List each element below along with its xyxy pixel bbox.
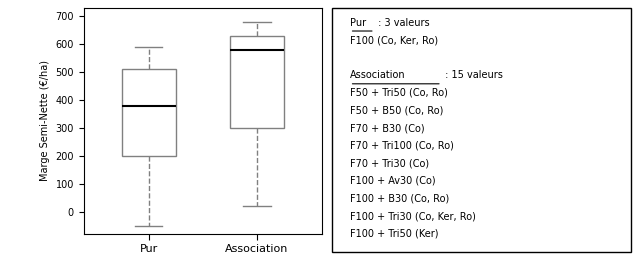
Text: F50 + Tri50 (Co, Ro): F50 + Tri50 (Co, Ro) — [350, 88, 448, 98]
Y-axis label: Marge Semi-Nette (€/ha): Marge Semi-Nette (€/ha) — [40, 60, 50, 181]
PathPatch shape — [230, 36, 284, 128]
PathPatch shape — [122, 69, 176, 156]
Text: F50 + B50 (Co, Ro): F50 + B50 (Co, Ro) — [350, 106, 443, 115]
Text: F70 + Tri100 (Co, Ro): F70 + Tri100 (Co, Ro) — [350, 141, 453, 151]
Text: F100 + Tri50 (Ker): F100 + Tri50 (Ker) — [350, 229, 438, 239]
Text: : 3 valeurs: : 3 valeurs — [375, 18, 430, 28]
Text: F100 + Tri30 (Co, Ker, Ro): F100 + Tri30 (Co, Ker, Ro) — [350, 211, 475, 221]
Text: F100 (Co, Ker, Ro): F100 (Co, Ker, Ro) — [350, 35, 438, 45]
Text: : 15 valeurs: : 15 valeurs — [442, 70, 503, 80]
Text: F100 + B30 (Co, Ro): F100 + B30 (Co, Ro) — [350, 193, 449, 204]
Text: F70 + B30 (Co): F70 + B30 (Co) — [350, 123, 424, 133]
Text: Pur: Pur — [350, 18, 366, 28]
Text: Association: Association — [350, 70, 405, 80]
Text: F70 + Tri30 (Co): F70 + Tri30 (Co) — [350, 158, 429, 168]
Text: F100 + Av30 (Co): F100 + Av30 (Co) — [350, 176, 435, 186]
